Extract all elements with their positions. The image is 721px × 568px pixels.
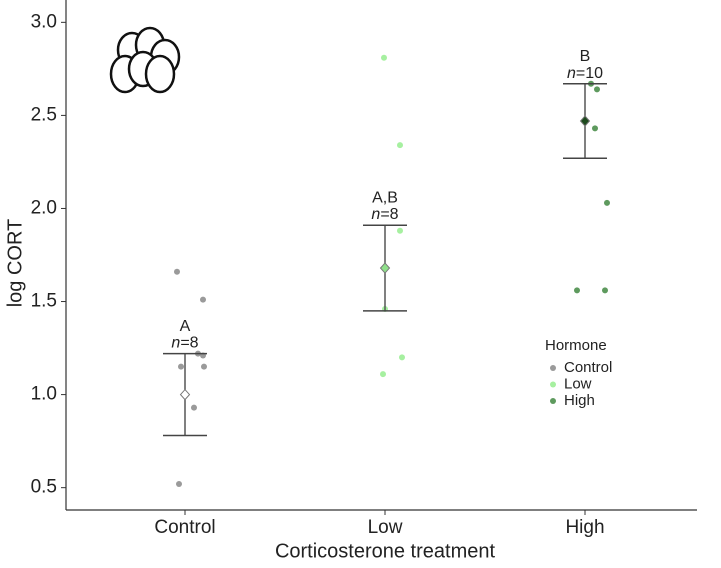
data-point [397,227,403,234]
y-tick-label: 0.5 [31,477,57,498]
data-point [381,54,387,61]
x-tick-label: Low [368,517,403,538]
data-point [399,354,405,361]
n-count: =8 [180,335,198,352]
legend-title: Hormone [545,337,607,354]
legend-label: High [564,392,595,409]
y-axis-label: log CORT [4,219,26,308]
n-label: n=10 [567,65,603,82]
n-symbol: n [171,335,180,352]
data-point [604,199,610,206]
mean-marker [179,388,191,401]
n-symbol: n [567,65,576,82]
group-letter: A [180,318,191,335]
data-point [574,287,580,294]
x-axis-label: Corticosterone treatment [275,540,496,562]
n-label: n=8 [171,335,198,352]
x-tick-label: Control [154,517,215,538]
group-letter: A,B [372,189,398,206]
y-tick-label: 2.5 [31,104,57,125]
legend-swatch [550,381,556,388]
data-point [602,287,608,294]
legend-label: Control [564,359,612,376]
legend-swatch [550,398,556,404]
y-tick-label: 1.0 [31,384,57,405]
legend-label: Low [564,375,592,392]
data-point [200,296,206,303]
data-point [592,125,598,132]
mean-marker [379,262,391,274]
data-point [397,142,403,149]
data-point [201,363,207,370]
data-point [176,480,182,487]
n-count: =8 [380,206,398,223]
data-point [178,363,184,370]
group-letter: B [580,48,591,65]
data-point [380,371,386,378]
y-tick-label: 2.0 [31,197,57,218]
x-tick-label: High [565,517,604,538]
data-point [594,86,600,93]
legend-swatch [550,365,556,371]
data-point [174,268,180,275]
y-tick-label: 1.5 [31,291,57,312]
n-count: =10 [576,65,603,82]
egg-icon [109,26,181,94]
data-point [191,404,197,411]
n-symbol: n [371,206,380,223]
y-tick-label: 3.0 [31,11,57,32]
n-label: n=8 [371,206,398,223]
mean-marker [579,115,591,127]
